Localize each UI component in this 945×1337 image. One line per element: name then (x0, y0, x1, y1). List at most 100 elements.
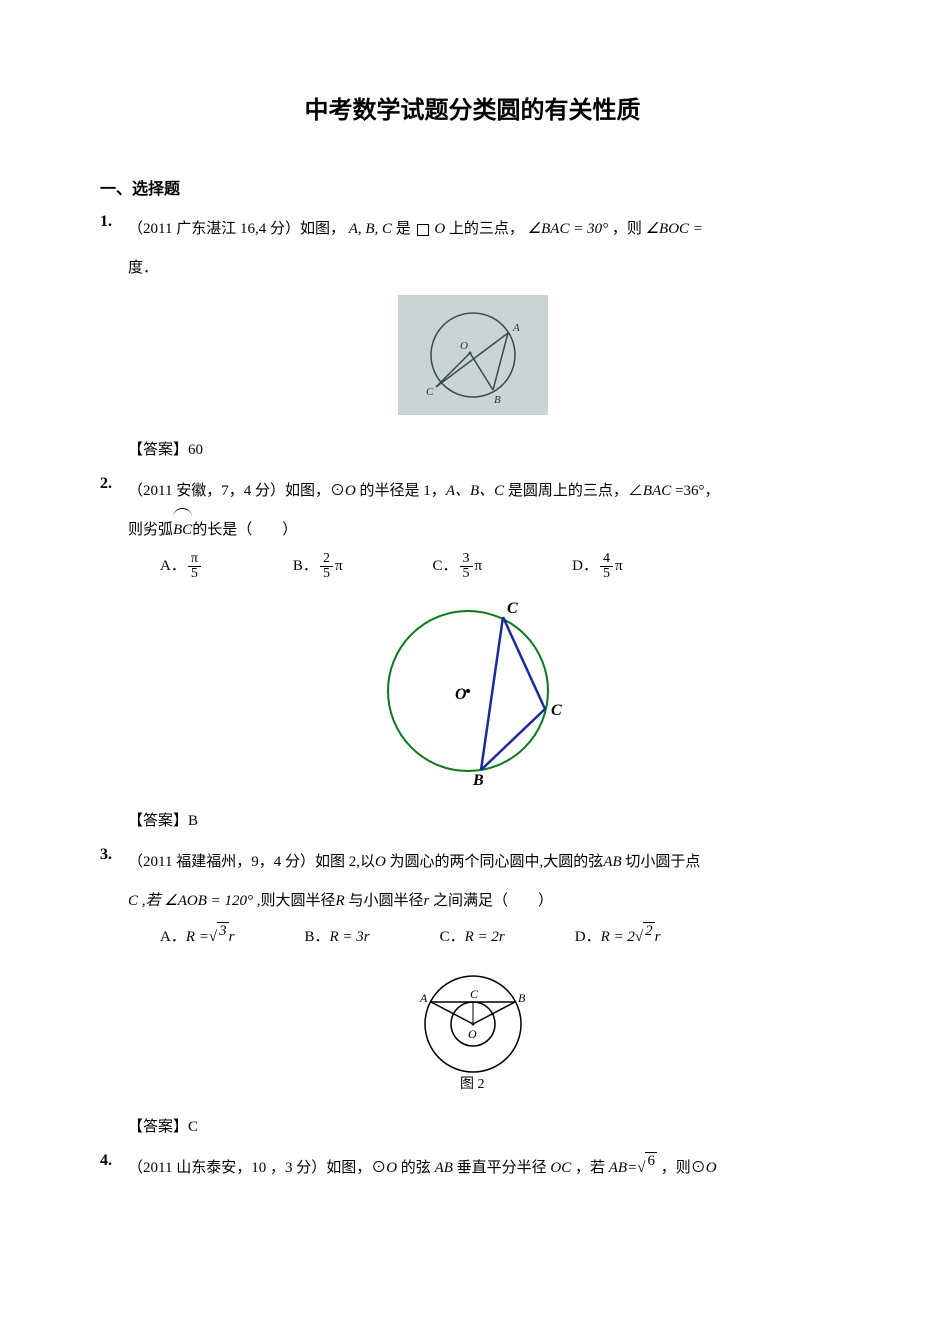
answer-value: C (188, 1119, 198, 1135)
option-b: B．25π (293, 551, 343, 581)
text: 的半径是 1， (360, 483, 446, 499)
question-4: 4. （2011 山东泰安，10 ，3 分）如图，⊙O 的弦 AB 垂直平分半径… (100, 1152, 845, 1185)
rad: 2 (643, 922, 655, 940)
text: 与小圆半径 (348, 893, 423, 909)
text: （2011 安徽，7，4 分）如图，⊙ (128, 483, 345, 499)
option-d: D．45π (572, 551, 622, 581)
text: =36°， (675, 483, 719, 499)
text: 为圆心的两个同心圆中,大圆的弦 (390, 854, 604, 870)
den: 5 (188, 567, 201, 581)
question-number: 3. (100, 846, 128, 864)
option-c: C．R = 2r (440, 922, 505, 952)
pts: A、B、C (446, 483, 504, 499)
question-number: 2. (100, 475, 128, 493)
svg-text:O: O (460, 340, 468, 352)
num: 4 (600, 552, 613, 567)
option-d: D．R = 2√2r (575, 922, 661, 952)
expr: R = 2r (465, 922, 505, 952)
svg-text:C: C (551, 702, 562, 719)
question-text: （2011 广东湛江 16,4 分）如图， A, B, C 是 O 上的三点， … (128, 213, 845, 246)
svg-text:C: C (507, 600, 518, 617)
page-title: 中考数学试题分类圆的有关性质 (100, 90, 845, 125)
text: 则劣弧 (128, 522, 173, 538)
page: 中考数学试题分类圆的有关性质 一、选择题 1. （2011 广东湛江 16,4 … (0, 0, 945, 1337)
options-q2: A．π5 B．25π C．35π D．45π (160, 551, 845, 581)
question-3: 3. （2011 福建福州，9，4 分）如图 2,以O 为圆心的两个同心圆中,大… (100, 846, 845, 879)
opt-label: C． (433, 551, 458, 581)
figure-q3: A B C O 图 2 (100, 962, 845, 1097)
svg-text:B: B (494, 394, 501, 406)
oc: OC (550, 1160, 571, 1176)
svg-text:B: B (472, 772, 484, 786)
text: （2011 福建福州，9，4 分）如图 2,以 (128, 854, 375, 870)
text: （2011 山东泰安，10 ，3 分）如图，⊙ (128, 1160, 386, 1176)
circle-chord-icon: O C C B (373, 591, 573, 786)
svg-text:图 2: 图 2 (460, 1077, 485, 1092)
answer-label: 【答案】 (128, 813, 188, 829)
opt-label: A． (160, 551, 186, 581)
text: C ,若 (128, 893, 161, 909)
rad: 6 (645, 1152, 657, 1170)
answer-q1: 【答案】60 (128, 434, 845, 467)
answer-label: 【答案】 (128, 1119, 188, 1135)
question-number: 4. (100, 1152, 128, 1170)
answer-label: 【答案】 (128, 442, 188, 458)
text: ，则⊙ (661, 1160, 706, 1176)
opt-label: D． (575, 922, 601, 952)
text: 垂直平分半径 (457, 1160, 551, 1176)
text: 的长是（ ） (192, 522, 297, 538)
opt-label: C． (440, 922, 465, 952)
circle-diagram-icon: A B C O (398, 295, 548, 415)
num: 2 (320, 552, 333, 567)
num: 3 (460, 552, 473, 567)
text: ，则 (612, 221, 646, 237)
question-1-line2: 度． (128, 252, 845, 285)
figure-q1: A B C O (100, 295, 845, 420)
post: r (229, 922, 235, 952)
text: ,则大圆半径 (257, 893, 336, 909)
den: 5 (320, 567, 333, 581)
question-text: （2011 山东泰安，10 ，3 分）如图，⊙O 的弦 AB 垂直平分半径 OC… (128, 1152, 845, 1185)
ab: AB (435, 1160, 453, 1176)
svg-text:O: O (468, 1027, 477, 1041)
circle-symbol-placeholder (417, 224, 429, 236)
svg-text:B: B (518, 991, 526, 1005)
svg-text:O: O (455, 686, 467, 703)
text: 上的三点， (449, 221, 524, 237)
text: 之间满足（ ） (433, 893, 553, 909)
pi: π (335, 551, 343, 581)
num: π (188, 552, 201, 567)
option-c: C．35π (433, 551, 483, 581)
svg-text:A: A (419, 991, 428, 1005)
ab: AB (603, 854, 621, 870)
option-a: A．R = √3r (160, 922, 234, 952)
expr: R = 3r (329, 922, 369, 952)
den: 5 (600, 567, 613, 581)
answer-q3: 【答案】C (128, 1111, 845, 1144)
pre: R = 2 (601, 922, 635, 952)
angle-bac: ∠BAC = 30° (528, 221, 608, 237)
pi: π (475, 551, 483, 581)
answer-q2: 【答案】B (128, 805, 845, 838)
text: 是 (396, 221, 411, 237)
r: r (423, 893, 429, 909)
pre: R = (186, 922, 209, 952)
text: ，若 (575, 1160, 609, 1176)
angle-boc: ∠BOC = (646, 221, 703, 237)
arc-bc: BC (173, 514, 192, 547)
post: r (655, 922, 661, 952)
figure-q2: O C C B (100, 591, 845, 791)
question-text: （2011 安徽，7，4 分）如图，⊙O 的半径是 1，A、B、C 是圆周上的三… (128, 475, 845, 508)
section-heading: 一、选择题 (100, 175, 845, 199)
svg-text:C: C (470, 987, 479, 1001)
points: A, B, C (349, 221, 392, 237)
opt-label: B． (304, 922, 329, 952)
R: R (336, 893, 345, 909)
concentric-circles-icon: A B C O 图 2 (398, 962, 548, 1092)
question-number: 1. (100, 213, 128, 231)
o2: O (706, 1160, 717, 1176)
answer-value: 60 (188, 442, 203, 458)
den: 5 (460, 567, 473, 581)
text: （2011 广东湛江 16,4 分）如图， (128, 221, 345, 237)
opt-label: B． (293, 551, 318, 581)
